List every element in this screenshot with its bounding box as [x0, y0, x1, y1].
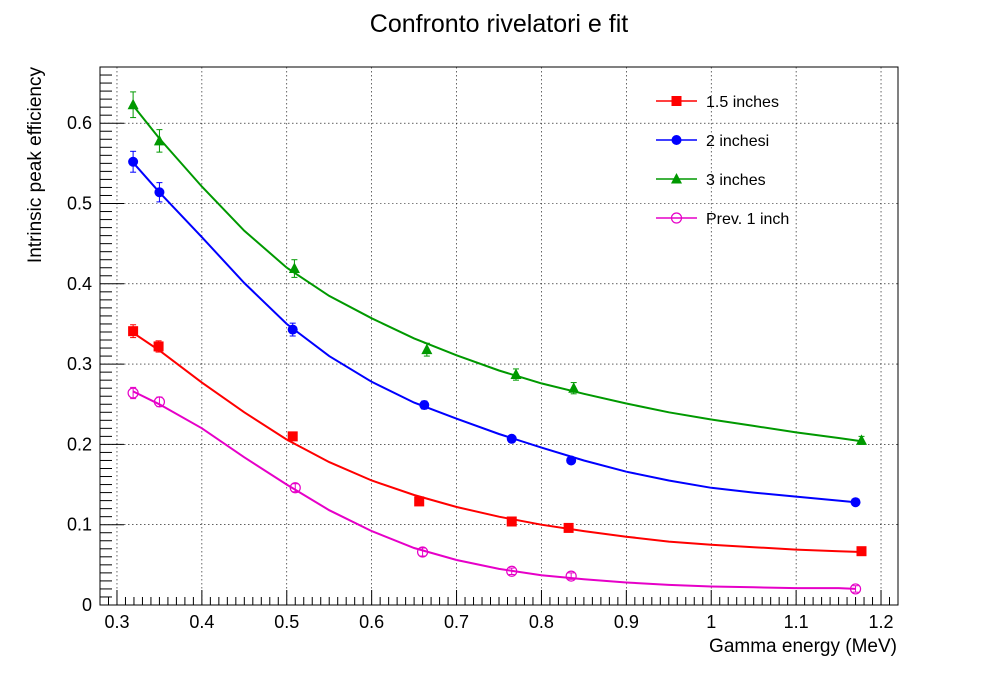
x-tick-label: 0.8: [529, 612, 554, 632]
data-point: [565, 570, 577, 582]
x-tick-label: 0.6: [359, 612, 384, 632]
data-point: [416, 546, 429, 558]
data-point: [127, 98, 139, 110]
legend-marker: [670, 212, 683, 224]
data-point: [153, 341, 164, 352]
data-point: [414, 496, 425, 507]
fit-curve: [132, 104, 862, 443]
chart-title: Confronto rivelatori e fit: [370, 10, 629, 38]
data-point: [568, 382, 580, 393]
data-point: [153, 396, 166, 408]
data-point: [506, 565, 518, 577]
y-tick-label: 0: [82, 595, 92, 615]
legend-label: 2 inchesi: [706, 133, 769, 150]
data-point: [850, 497, 861, 508]
x-tick-label: 0.7: [444, 612, 469, 632]
x-axis-label: Gamma energy (MeV): [709, 636, 897, 657]
data-point: [506, 433, 517, 444]
legend-label: 3 inches: [706, 172, 766, 189]
data-point: [563, 522, 574, 533]
fit-curve: [132, 390, 856, 590]
y-tick-label: 0.6: [67, 113, 92, 133]
grid-lines: [100, 67, 898, 605]
legend-marker: [671, 135, 682, 145]
data-point: [154, 187, 165, 198]
data-point: [288, 262, 300, 274]
legend-label: 1.5 inches: [706, 94, 779, 111]
data-point: [419, 400, 430, 411]
x-tick-label: 0.3: [104, 612, 129, 632]
y-axis-label: Intrinsic peak efficiency: [25, 67, 46, 264]
data-point: [510, 368, 522, 380]
legend-marker: [671, 96, 682, 106]
x-tick-label: 0.4: [189, 612, 214, 632]
data-point: [856, 546, 867, 557]
data-point: [289, 482, 301, 494]
data-point: [127, 387, 139, 399]
y-tick-label: 0.5: [67, 194, 92, 214]
y-tick-label: 0.3: [67, 354, 92, 374]
y-tick-label: 0.2: [67, 434, 92, 454]
legend-label: Prev. 1 inch: [706, 211, 789, 228]
data-point: [287, 324, 298, 335]
data-point: [287, 431, 298, 442]
x-tick-label: 0.5: [274, 612, 299, 632]
data-points: [127, 91, 867, 595]
legend-marker: [671, 173, 682, 184]
legend: 1.5 inches 2 inchesi 3 inches Prev. 1 inch: [656, 94, 789, 228]
x-tick-label: 1: [706, 612, 716, 632]
x-tick-label: 1.2: [869, 612, 894, 632]
data-point: [506, 516, 517, 527]
x-tick-label: 0.9: [614, 612, 639, 632]
data-point: [566, 455, 577, 466]
x-tick-label: 1.1: [784, 612, 809, 632]
data-point: [855, 434, 867, 445]
y-tick-label: 0.4: [67, 274, 92, 294]
data-point: [421, 343, 433, 355]
fit-curve: [132, 331, 862, 553]
data-point: [128, 326, 139, 337]
axes: 0.3 0.4 0.5 0.6 0.7 0.8 0.9 1 1.1 1.2 0 0.1 0.2 0.3 0.…: [67, 74, 894, 632]
fit-curves: [132, 104, 862, 590]
y-tick-label: 0.1: [67, 515, 92, 535]
data-point: [153, 134, 165, 146]
data-point: [128, 156, 139, 167]
data-point: [849, 583, 862, 595]
fit-curve: [132, 161, 856, 504]
